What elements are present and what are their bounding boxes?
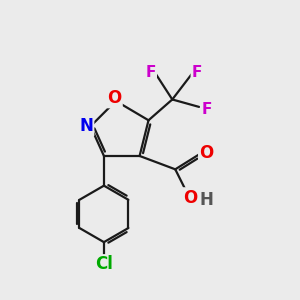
Text: Cl: Cl	[95, 255, 113, 273]
Text: N: N	[79, 117, 93, 135]
Text: O: O	[183, 189, 197, 207]
Text: O: O	[107, 89, 122, 107]
Text: F: F	[201, 102, 212, 117]
Text: F: F	[146, 65, 156, 80]
Text: F: F	[192, 65, 202, 80]
Text: H: H	[200, 190, 213, 208]
Text: O: O	[199, 144, 214, 162]
